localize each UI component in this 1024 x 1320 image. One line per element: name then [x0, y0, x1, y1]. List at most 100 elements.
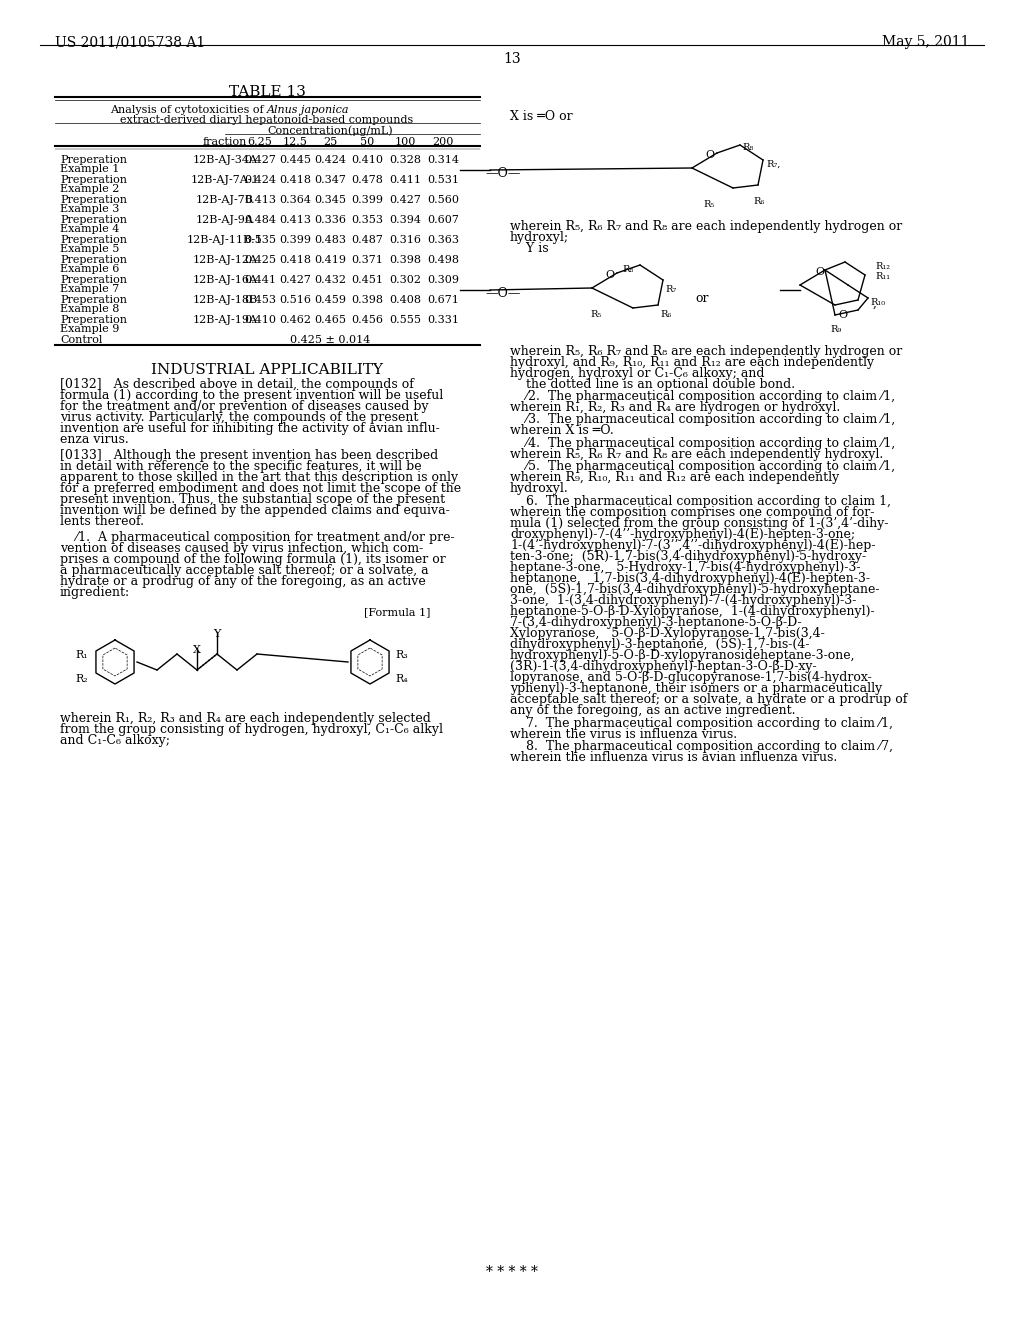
Text: lents thereof.: lents thereof.: [60, 515, 144, 528]
Text: 0.516: 0.516: [279, 294, 311, 305]
Text: formula (1) according to the present invention will be useful: formula (1) according to the present inv…: [60, 389, 443, 403]
Text: ⁄1.  A pharmaceutical composition for treatment and/or pre-: ⁄1. A pharmaceutical composition for tre…: [60, 531, 455, 544]
Text: 0.411: 0.411: [389, 176, 421, 185]
Text: the dotted line is an optional double bond.: the dotted line is an optional double bo…: [510, 378, 795, 391]
Text: 12B-AJ-16A: 12B-AJ-16A: [193, 275, 257, 285]
Text: R₃: R₃: [395, 649, 408, 660]
Text: Control: Control: [60, 335, 102, 345]
Text: in detail with reference to the specific features, it will be: in detail with reference to the specific…: [60, 459, 422, 473]
Text: R₅: R₅: [703, 201, 715, 209]
Text: 0.425 ± 0.014: 0.425 ± 0.014: [290, 335, 371, 345]
Text: R₇,: R₇,: [766, 160, 780, 169]
Text: 0.465: 0.465: [314, 315, 346, 325]
Text: 0.413: 0.413: [279, 215, 311, 224]
Text: 12B-AJ-7A-1: 12B-AJ-7A-1: [190, 176, 259, 185]
Text: heptanone,   1,7-bis(3,4-dihydroxyphenyl)-4(E)-hepten-3-: heptanone, 1,7-bis(3,4-dihydroxyphenyl)-…: [510, 572, 870, 585]
Text: 0.398: 0.398: [351, 294, 383, 305]
Text: 100: 100: [394, 137, 416, 147]
Text: ⁄2.  The pharmaceutical composition according to claim ⁄1,: ⁄2. The pharmaceutical composition accor…: [510, 389, 895, 403]
Text: 0.410: 0.410: [351, 154, 383, 165]
Text: R₈: R₈: [622, 265, 633, 275]
Text: invention are useful for inhibiting the activity of avian influ-: invention are useful for inhibiting the …: [60, 422, 439, 436]
Text: [0133]   Although the present invention has been described: [0133] Although the present invention ha…: [60, 449, 438, 462]
Text: Preperation: Preperation: [60, 294, 127, 305]
Text: R₁₂: R₁₂: [874, 261, 890, 271]
Text: 6.  The pharmaceutical composition according to claim 1,: 6. The pharmaceutical composition accord…: [510, 495, 891, 508]
Text: and C₁-C₆ alkoxy;: and C₁-C₆ alkoxy;: [60, 734, 170, 747]
Text: wherein X is ═O.: wherein X is ═O.: [510, 424, 613, 437]
Text: Example 3: Example 3: [60, 205, 120, 214]
Text: TABLE 13: TABLE 13: [228, 84, 305, 99]
Text: 0.445: 0.445: [279, 154, 311, 165]
Text: 12B-AJ-34A: 12B-AJ-34A: [193, 154, 257, 165]
Text: 12B-AJ-11B-1: 12B-AJ-11B-1: [186, 235, 263, 246]
Text: acceptable salt thereof; or a solvate, a hydrate or a prodrup of: acceptable salt thereof; or a solvate, a…: [510, 693, 907, 706]
Text: O: O: [706, 150, 715, 160]
Text: R₁₁: R₁₁: [874, 272, 890, 281]
Text: 0.478: 0.478: [351, 176, 383, 185]
Text: Y: Y: [213, 630, 220, 639]
Text: 0.531: 0.531: [427, 176, 459, 185]
Text: 0.328: 0.328: [389, 154, 421, 165]
Text: Preperation: Preperation: [60, 255, 127, 265]
Text: 0.418: 0.418: [279, 255, 311, 265]
Text: 12B-AJ-12A: 12B-AJ-12A: [193, 255, 257, 265]
Text: 13: 13: [503, 51, 521, 66]
Text: 7-(3,4-dihydroxyphenyl)-3-heptanone-5-O-β-D-: 7-(3,4-dihydroxyphenyl)-3-heptanone-5-O-…: [510, 616, 802, 630]
Text: 0.483: 0.483: [314, 235, 346, 246]
Text: Xylopyranose,   5-O-β-D-Xylopyranose-1,7-bis(3,4-: Xylopyranose, 5-O-β-D-Xylopyranose-1,7-b…: [510, 627, 824, 640]
Text: 12B-AJ-7B: 12B-AJ-7B: [196, 195, 254, 205]
Text: (3R)-1-(3,4-dihydroxyphenyl)-heptan-3-O-β-D-xy-: (3R)-1-(3,4-dihydroxyphenyl)-heptan-3-O-…: [510, 660, 816, 673]
Text: hydroxyl;: hydroxyl;: [510, 231, 569, 244]
Text: 0.302: 0.302: [389, 275, 421, 285]
Text: INDUSTRIAL APPLICABILITY: INDUSTRIAL APPLICABILITY: [151, 363, 383, 378]
Text: Alnus japonica: Alnus japonica: [267, 106, 349, 115]
Text: R₁: R₁: [75, 649, 88, 660]
Text: R₁₀: R₁₀: [870, 298, 885, 308]
Text: 200: 200: [432, 137, 454, 147]
Text: wherein the influenza virus is avian influenza virus.: wherein the influenza virus is avian inf…: [510, 751, 838, 764]
Text: for a preferred embodiment and does not limit the scope of the: for a preferred embodiment and does not …: [60, 482, 461, 495]
Text: Example 8: Example 8: [60, 304, 120, 314]
Text: May 5, 2011: May 5, 2011: [882, 36, 969, 49]
Text: —O—: —O—: [485, 168, 520, 180]
Text: R₄: R₄: [395, 675, 408, 684]
Text: 0.424: 0.424: [244, 176, 276, 185]
Text: —O—: —O—: [485, 286, 520, 300]
Text: 0.364: 0.364: [279, 195, 311, 205]
Text: R₉: R₉: [830, 325, 842, 334]
Text: Preperation: Preperation: [60, 275, 127, 285]
Text: ,: ,: [873, 297, 877, 310]
Text: ⁄3.  The pharmaceutical composition according to claim ⁄1,: ⁄3. The pharmaceutical composition accor…: [510, 413, 895, 426]
Text: vention of diseases caused by virus infection, which com-: vention of diseases caused by virus infe…: [60, 543, 423, 554]
Text: hydroxyl.: hydroxyl.: [510, 482, 568, 495]
Text: * * * * *: * * * * *: [486, 1265, 538, 1279]
Text: 0.459: 0.459: [314, 294, 346, 305]
Text: 0.410: 0.410: [244, 315, 276, 325]
Text: 25: 25: [323, 137, 337, 147]
Text: 0.498: 0.498: [427, 255, 459, 265]
Text: 0.560: 0.560: [427, 195, 459, 205]
Text: ⁄4.  The pharmaceutical composition according to claim ⁄1,: ⁄4. The pharmaceutical composition accor…: [510, 437, 895, 450]
Text: O: O: [605, 271, 614, 280]
Text: O: O: [815, 267, 824, 277]
Text: 0.427: 0.427: [389, 195, 421, 205]
Text: lopyranose, and 5-O-β-D-glucopyranose-1,7-bis(4-hydrox-: lopyranose, and 5-O-β-D-glucopyranose-1,…: [510, 671, 871, 684]
Text: Preperation: Preperation: [60, 176, 127, 185]
Text: 0.331: 0.331: [427, 315, 459, 325]
Text: hydroxyphenyl)-5-O-β-D-xylopyranosideheptane-3-one,: hydroxyphenyl)-5-O-β-D-xylopyranosidehep…: [510, 649, 855, 663]
Text: dihydroxyphenyl)-3-heptanone,  (5S)-1,7-bis-(4-: dihydroxyphenyl)-3-heptanone, (5S)-1,7-b…: [510, 638, 810, 651]
Text: 0.353: 0.353: [351, 215, 383, 224]
Text: 0.371: 0.371: [351, 255, 383, 265]
Text: 0.413: 0.413: [244, 195, 276, 205]
Text: prises a compound of the following formula (1), its isomer or: prises a compound of the following formu…: [60, 553, 445, 566]
Text: 0.451: 0.451: [351, 275, 383, 285]
Text: 6.25: 6.25: [248, 137, 272, 147]
Text: 0.484: 0.484: [244, 215, 276, 224]
Text: 0.363: 0.363: [427, 235, 459, 246]
Text: 8.  The pharmaceutical composition according to claim ⁄7,: 8. The pharmaceutical composition accord…: [510, 741, 893, 752]
Text: ingredient:: ingredient:: [60, 586, 130, 599]
Text: present invention. Thus, the substantial scope of the present: present invention. Thus, the substantial…: [60, 492, 445, 506]
Text: heptane-3-one,   5-Hydroxy-1,7-bis(4-hydroxyphenyl)-3-: heptane-3-one, 5-Hydroxy-1,7-bis(4-hydro…: [510, 561, 860, 574]
Text: X: X: [193, 645, 201, 655]
